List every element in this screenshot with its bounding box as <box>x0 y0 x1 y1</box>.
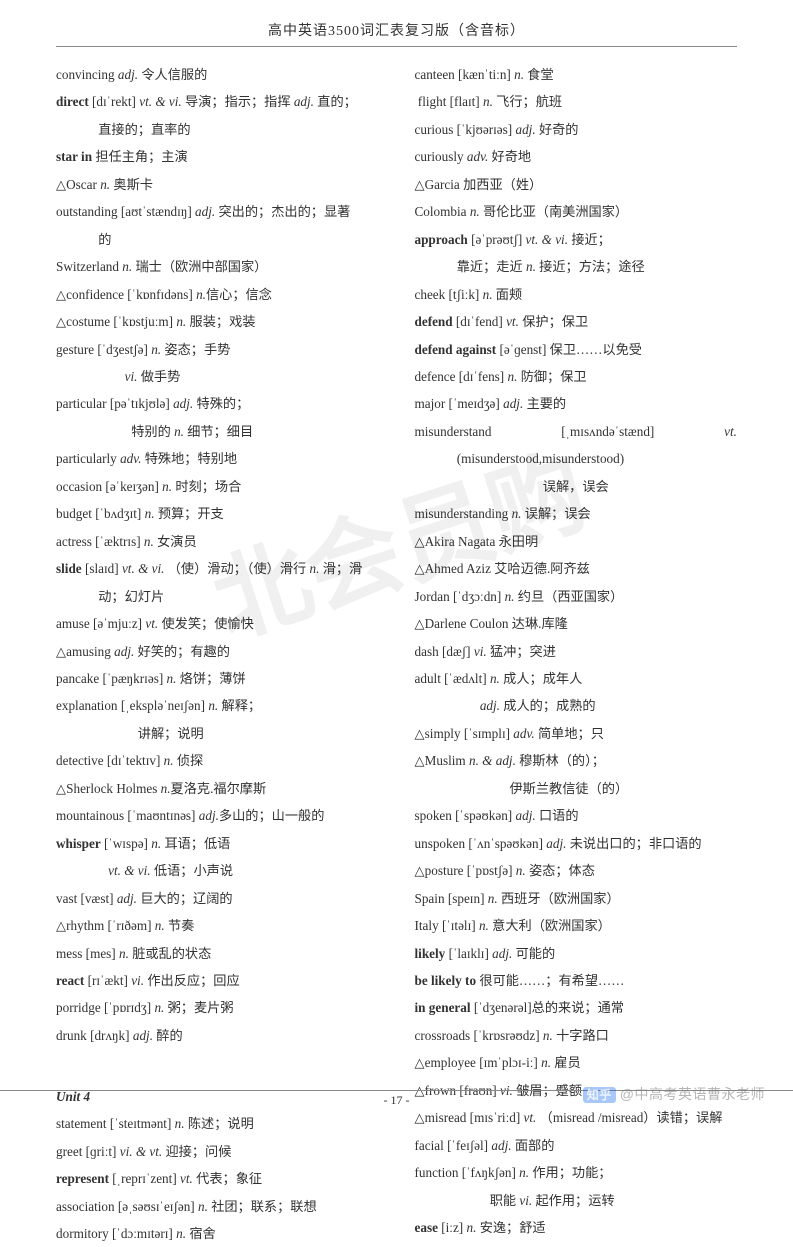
vocab-entry: △rhythm [ˈrɪðəm] n. 节奏 <box>56 912 379 939</box>
vocab-entry: react [rɪˈækt] vi. 作出反应；回应 <box>56 967 379 994</box>
vocab-entry: △employee [ɪmˈplɔɪ-iː] n. 雇员 <box>415 1049 738 1076</box>
vocab-entry: pancake [ˈpæŋkrɪəs] n. 烙饼；薄饼 <box>56 665 379 692</box>
vocab-entry: represent [ˌreprɪˈzent] vt. 代表；象征 <box>56 1165 379 1192</box>
vocab-entry: △simply [ˈsɪmplɪ] adv. 简单地；只 <box>415 720 738 747</box>
vocab-entry: ease [iːz] n. 安逸；舒适 <box>415 1214 738 1241</box>
vocab-entry: misunderstand[ˌmɪsʌndəˈstænd]vt. <box>415 418 738 445</box>
vocab-entry: 职能 vi. 起作用；运转 <box>415 1187 738 1214</box>
vocab-entry: approach [əˈprəʊtʃ] vt. & vi. 接近； <box>415 226 738 253</box>
vocab-entry: canteen [kænˈtiːn] n. 食堂 <box>415 61 738 88</box>
vocab-entry: △posture [ˈpɒstʃə] n. 姿态；体态 <box>415 857 738 884</box>
vocab-entry: vast [væst] adj. 巨大的；辽阔的 <box>56 885 379 912</box>
zhihu-watermark: 知乎@中高考英语曹永老师 <box>583 1084 765 1104</box>
vocab-entry: △Akira Nagata 永田明 <box>415 528 738 555</box>
page-title: 高中英语3500词汇表复习版（含音标） <box>56 20 737 47</box>
vocab-entry: flight [flaɪt] n. 飞行；航班 <box>415 88 738 115</box>
vocab-entry: 靠近；走近 n. 接近；方法；途径 <box>415 253 738 280</box>
vocab-entry: greet [ɡriːt] vi. & vt. 迎接；问候 <box>56 1138 379 1165</box>
vocab-entry: gesture [ˈdʒestʃə] n. 姿态；手势 <box>56 336 379 363</box>
vocab-entry: curiously adv. 好奇地 <box>415 143 738 170</box>
vocab-entry: △misread [mɪsˈriːd] vt. （misread /misrea… <box>415 1104 738 1131</box>
vocab-entry: △Ahmed Aziz 艾哈迈德.阿齐兹 <box>415 555 738 582</box>
vocab-entry: outstanding [aʊtˈstændɪŋ] adj. 突出的；杰出的；显… <box>56 198 379 225</box>
vocab-entry: vi. 做手势 <box>56 363 379 390</box>
vocab-entry: △amusing adj. 好笑的；有趣的 <box>56 638 379 665</box>
vocab-entry: unspoken [ˈʌnˈspəʊkən] adj. 未说出口的；非口语的 <box>415 830 738 857</box>
vocab-entry: mountainous [ˈmaʊntɪnəs] adj.多山的；山一般的 <box>56 802 379 829</box>
vocab-entry: 讲解；说明 <box>56 720 379 747</box>
zhihu-author: @中高考英语曹永老师 <box>620 1086 765 1102</box>
vocab-entry: 误解，误会 <box>415 473 738 500</box>
vocab-entry: porridge [ˈpɒrɪdʒ] n. 粥；麦片粥 <box>56 994 379 1021</box>
vocab-entry: △Muslim n. & adj. 穆斯林（的）； <box>415 747 738 774</box>
vocab-entry: △Garcia 加西亚（姓） <box>415 171 738 198</box>
vocab-entry <box>56 1049 379 1076</box>
vocab-entry: defence [dɪˈfens] n. 防御；保卫 <box>415 363 738 390</box>
vocab-entry: facial [ˈfeɪʃəl] adj. 面部的 <box>415 1132 738 1159</box>
vocab-entry: budget [ˈbʌdʒɪt] n. 预算；开支 <box>56 500 379 527</box>
vocab-entry: mess [mes] n. 脏或乱的状态 <box>56 940 379 967</box>
vocab-entry: Switzerland n. 瑞士（欧洲中部国家） <box>56 253 379 280</box>
vocab-entry: dormitory [ˈdɔːmɪtərɪ] n. 宿舍 <box>56 1220 379 1247</box>
vocab-entry: 的 <box>56 226 379 253</box>
vocab-entry: 动；幻灯片 <box>56 583 379 610</box>
vocab-entry: slide [slaɪd] vt. & vi. （使）滑动；（使）滑行 n. 滑… <box>56 555 379 582</box>
vocab-entry: crossroads [ˈkrɒsrəʊdz] n. 十字路口 <box>415 1022 738 1049</box>
vocab-entry: 特别的 n. 细节；细目 <box>56 418 379 445</box>
vocab-entry: curious [ˈkjʊərɪəs] adj. 好奇的 <box>415 116 738 143</box>
vocab-entry: (misunderstood,misunderstood) <box>415 445 738 472</box>
vocab-entry: 伊斯兰教信徒（的） <box>415 775 738 802</box>
vocab-entry: Spain [speɪn] n. 西班牙（欧洲国家） <box>415 885 738 912</box>
vocab-entry: direct [dɪˈrekt] vt. & vi. 导演；指示；指挥 adj.… <box>56 88 379 115</box>
vocab-entry: particular [pəˈtɪkjʊlə] adj. 特殊的； <box>56 390 379 417</box>
vocab-entry: association [əˌsəʊsɪˈeɪʃən] n. 社团；联系；联想 <box>56 1193 379 1220</box>
vocab-entry: actress [ˈæktrɪs] n. 女演员 <box>56 528 379 555</box>
vocab-entry: dash [dæʃ] vi. 猛冲；突进 <box>415 638 738 665</box>
vocab-entry: function [ˈfʌŋkʃən] n. 作用；功能； <box>415 1159 738 1186</box>
vocab-entry: occasion [əˈkeɪʒən] n. 时刻；场合 <box>56 473 379 500</box>
vocab-entry: spoken [ˈspəʊkən] adj. 口语的 <box>415 802 738 829</box>
vocab-entry: adult [ˈædʌlt] n. 成人；成年人 <box>415 665 738 692</box>
vocab-entry: vt. & vi. 低语；小声说 <box>56 857 379 884</box>
vocab-entry: particularly adv. 特殊地；特别地 <box>56 445 379 472</box>
vocab-entry: defend [dɪˈfend] vt. 保护；保卫 <box>415 308 738 335</box>
vocab-entry: convincing adj. 令人信服的 <box>56 61 379 88</box>
vocab-entry: △Oscar n. 奥斯卡 <box>56 171 379 198</box>
zhihu-logo: 知乎 <box>583 1087 616 1103</box>
vocab-entry: Jordan [ˈdʒɔːdn] n. 约旦（西亚国家） <box>415 583 738 610</box>
vocab-entry: statement [ˈsteɪtmənt] n. 陈述；说明 <box>56 1110 379 1137</box>
vocab-entry: adj. 成人的；成熟的 <box>415 692 738 719</box>
vocab-entry: misunderstanding n. 误解；误会 <box>415 500 738 527</box>
vocab-entry: star in 担任主角；主演 <box>56 143 379 170</box>
vocab-entry: detective [dɪˈtektɪv] n. 侦探 <box>56 747 379 774</box>
vocab-entry: drunk [drʌŋk] adj. 醉的 <box>56 1022 379 1049</box>
vocab-entry: amuse [əˈmjuːz] vt. 使发笑；使愉快 <box>56 610 379 637</box>
vocab-entry: major [ˈmeɪdʒə] adj. 主要的 <box>415 390 738 417</box>
vocab-entry: △Darlene Coulon 达琳.库隆 <box>415 610 738 637</box>
vocab-entry: likely [ˈlaɪklɪ] adj. 可能的 <box>415 940 738 967</box>
vocab-entry: defend against [əˈɡenst] 保卫……以免受 <box>415 336 738 363</box>
vocab-entry: be likely to 很可能……；有希望…… <box>415 967 738 994</box>
vocab-entry: whisper [ˈwɪspə] n. 耳语；低语 <box>56 830 379 857</box>
vocab-entry: Colombia n. 哥伦比亚（南美洲国家） <box>415 198 738 225</box>
vocab-entry: △Sherlock Holmes n.夏洛克.福尔摩斯 <box>56 775 379 802</box>
vocab-entry: △confidence [ˈkɒnfɪdəns] n.信心；信念 <box>56 281 379 308</box>
page: 北会员购 高中英语3500词汇表复习版（含音标） convincing adj.… <box>0 0 793 1122</box>
vocab-entry: in general [ˈdʒenərəl]总的来说；通常 <box>415 994 738 1021</box>
vocab-entry: explanation [ˌekspləˈneɪʃən] n. 解释； <box>56 692 379 719</box>
vocab-entry: Italy [ˈɪtəlɪ] n. 意大利（欧洲国家） <box>415 912 738 939</box>
vocab-entry: △costume [ˈkɒstjuːm] n. 服装；戏装 <box>56 308 379 335</box>
vocab-entry: cheek [tʃiːk] n. 面颊 <box>415 281 738 308</box>
vocabulary-columns: convincing adj. 令人信服的direct [dɪˈrekt] vt… <box>56 61 737 1247</box>
vocab-entry: 直接的；直率的 <box>56 116 379 143</box>
